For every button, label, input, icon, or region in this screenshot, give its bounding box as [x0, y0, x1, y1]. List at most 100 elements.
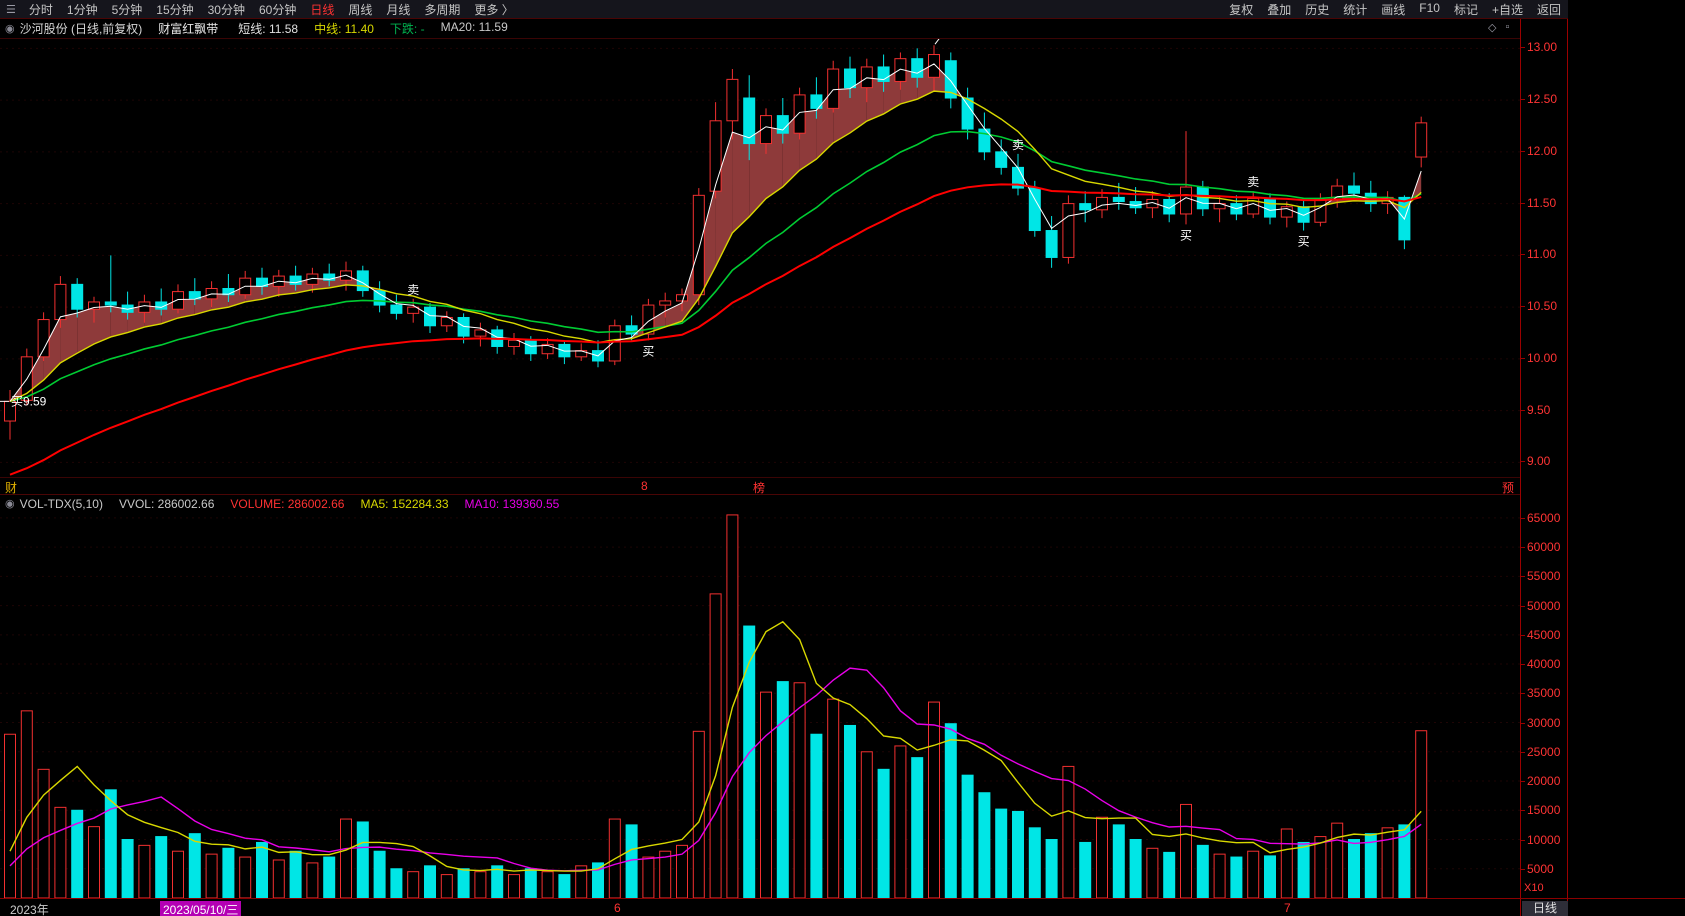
- axis-tick: [1520, 693, 1525, 695]
- panel-label[interactable]: 预: [1502, 481, 1515, 495]
- svg-text:买: 买: [1298, 235, 1310, 249]
- infobar-corner-icons: ◇ ▫: [1488, 21, 1509, 34]
- svg-text:13.03: 13.03: [943, 39, 973, 42]
- axis-label: 10.50: [1527, 299, 1558, 314]
- indicator-value: 短线: 11.58: [238, 22, 299, 36]
- axis-label: 10000: [1527, 832, 1561, 847]
- period-tabs: 分时 1分钟 5分钟 15分钟 30分钟 60分钟 日线 周线 月线 多周期 更多 〉: [22, 1, 521, 18]
- axis-label: 11.50: [1527, 195, 1557, 210]
- axis-label: 9.50: [1527, 402, 1551, 417]
- panel-label[interactable]: 榜: [753, 481, 766, 495]
- period-tab[interactable]: 60分钟: [258, 2, 297, 17]
- toolbar-button[interactable]: F10: [1419, 0, 1440, 15]
- axis-label: 10.00: [1527, 350, 1558, 365]
- indicator-value: 下跌: -: [389, 22, 425, 36]
- volume-values: VVOL: 286002.66 VOLUME: 286002.66 MA5: 152…: [119, 497, 575, 511]
- eye-icon[interactable]: ◉: [5, 23, 15, 35]
- toolbar-button[interactable]: 统计: [1343, 2, 1368, 17]
- period-tab[interactable]: 月线: [386, 2, 411, 17]
- axis-tick: [1520, 99, 1525, 101]
- axis-tick: [1520, 202, 1525, 204]
- axis-tick: [1520, 357, 1525, 359]
- axis-tick: [1520, 810, 1525, 812]
- indicator-value: 中线: 11.40: [314, 22, 374, 36]
- axis-tick: [1520, 254, 1525, 256]
- axis-tick: [1520, 605, 1525, 607]
- axis-label: 13.00: [1527, 40, 1558, 55]
- volume-chart[interactable]: [0, 512, 1520, 898]
- period-tab[interactable]: 周线: [348, 2, 373, 17]
- axis-tick: [1520, 150, 1525, 152]
- toolbar-button[interactable]: 历史: [1305, 2, 1330, 17]
- volume-panel[interactable]: [0, 512, 1520, 898]
- axis-date-label: 6: [614, 901, 621, 915]
- axis-label: 12.00: [1527, 143, 1558, 158]
- eye-icon[interactable]: ◉: [5, 498, 15, 510]
- window-edge-line: [1567, 19, 1568, 916]
- indicator-value: MA20: 11.59: [440, 20, 508, 34]
- axis-tick: [1520, 517, 1525, 519]
- kline-panel[interactable]: 买9.59卖买卖买卖买13.03: [0, 38, 1520, 478]
- volume-header-value: MA10: 139360.55: [464, 496, 560, 511]
- indicator-name: 财富红飘带: [158, 22, 219, 36]
- axis-label: 15000: [1527, 803, 1561, 818]
- axis-label: 20000: [1527, 774, 1561, 789]
- svg-text:买: 买: [1180, 228, 1192, 242]
- axis-tick: [1520, 722, 1525, 724]
- axis-label: 50000: [1527, 598, 1561, 613]
- toolbar-button[interactable]: +自选: [1491, 2, 1523, 17]
- axis-label: 55000: [1527, 569, 1561, 584]
- period-indicator-box[interactable]: 日线: [1522, 901, 1568, 916]
- menu-icon[interactable]: ☰: [6, 3, 16, 16]
- period-tab[interactable]: 多周期: [424, 2, 461, 17]
- toolbar-button[interactable]: 复权: [1229, 2, 1254, 17]
- period-tab[interactable]: 更多 〉: [474, 2, 514, 17]
- axis-tick: [1520, 664, 1525, 666]
- diamond-icon[interactable]: ◇: [1488, 22, 1497, 34]
- info-bar: ◉ 沙河股份 (日线,前复权) 财富红飘带 短线: 11.58 中线: 11.40…: [0, 19, 1568, 38]
- square-icon[interactable]: ▫: [1505, 21, 1510, 33]
- volume-indicator-name[interactable]: VOL-TDX(5,10): [19, 496, 103, 511]
- axis-label: 30000: [1527, 715, 1561, 730]
- toolbar-button[interactable]: 画线: [1381, 2, 1406, 17]
- axis-label: 40000: [1527, 657, 1561, 672]
- axis-tick: [1520, 576, 1525, 578]
- toolbar-button[interactable]: 标记: [1453, 2, 1478, 17]
- panel-divider-strip: 财 8 榜 预: [0, 478, 1520, 495]
- volume-multiplier: X10: [1524, 882, 1544, 894]
- period-tab[interactable]: 分时: [28, 2, 53, 17]
- stock-title: 沙河股份 (日线,前复权): [19, 22, 143, 36]
- period-tab[interactable]: 30分钟: [207, 2, 245, 17]
- toolbar-button[interactable]: 叠加: [1267, 2, 1292, 17]
- axis-label: 9.00: [1527, 454, 1551, 469]
- axis-divider-line: [1520, 19, 1521, 916]
- date-cursor-label: 2023/05/10/三: [160, 901, 242, 916]
- axis-tick: [1520, 547, 1525, 549]
- svg-text:买9.59: 买9.59: [11, 394, 47, 408]
- indicator-values: 短线: 11.58 中线: 11.40 下跌: - MA20: 11.59: [238, 20, 523, 37]
- axis-label: 45000: [1527, 627, 1561, 642]
- period-tab[interactable]: 15分钟: [156, 2, 194, 17]
- date-axis-bar: 2023年 2023/05/10/三 6 7: [0, 898, 1685, 916]
- axis-tick: [1520, 409, 1525, 411]
- axis-label: 35000: [1527, 686, 1561, 701]
- axis-label: 11.00: [1527, 247, 1557, 262]
- period-toolbar: ☰ 分时 1分钟 5分钟 15分钟 30分钟 60分钟 日线 周线 月线 多周期 更多 〉 复权 叠加…: [0, 0, 1568, 19]
- period-tab[interactable]: 1分钟: [66, 2, 98, 17]
- toolbar-button[interactable]: 返回: [1536, 2, 1561, 17]
- panel-label[interactable]: 8: [641, 479, 648, 493]
- period-tab[interactable]: 5分钟: [111, 2, 143, 17]
- axis-label: 25000: [1527, 744, 1561, 759]
- axis-tick: [1520, 751, 1525, 753]
- svg-text:卖: 卖: [1247, 175, 1259, 189]
- svg-text:卖: 卖: [407, 283, 419, 297]
- candlestick-chart[interactable]: 买9.59卖买卖买卖买13.03: [0, 39, 1520, 479]
- period-tab[interactable]: 日线: [310, 2, 335, 17]
- axis-label: 65000: [1527, 510, 1561, 525]
- volume-header-value: VOLUME: 286002.66: [230, 496, 345, 511]
- axis-tick: [1520, 868, 1525, 870]
- svg-text:卖: 卖: [1012, 138, 1024, 152]
- axis-tick: [1520, 781, 1525, 783]
- panel-label[interactable]: 财: [5, 481, 18, 495]
